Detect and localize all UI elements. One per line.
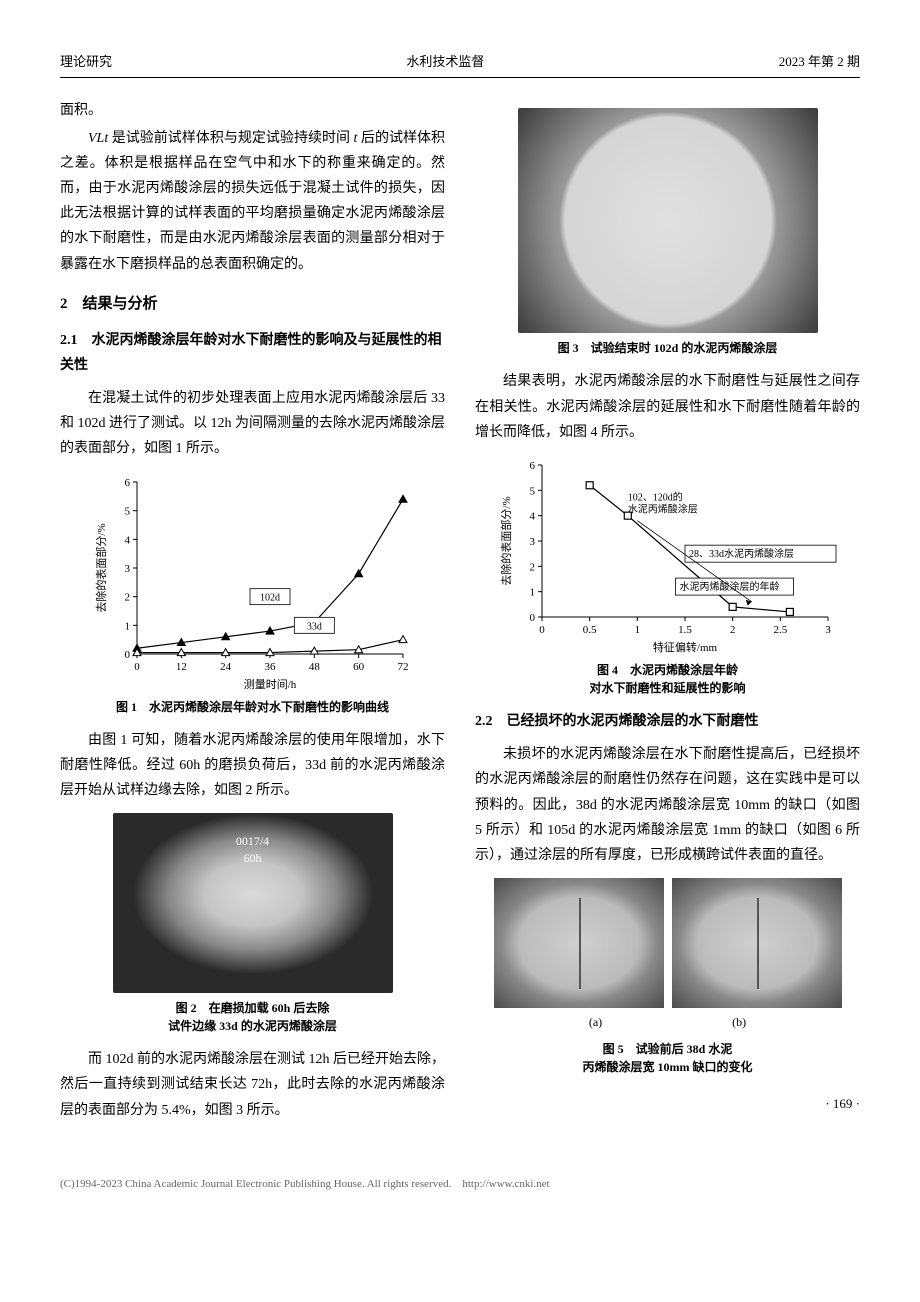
page-number: · 169 · — [475, 1092, 860, 1115]
svg-text:0: 0 — [134, 661, 140, 673]
figure-5a-photo — [494, 878, 664, 1008]
para-5: 而 102d 前的水泥丙烯酸涂层在测试 12h 后已经开始去除，然后一直持续到测… — [60, 1047, 445, 1123]
figure-1-caption: 图 1 水泥丙烯酸涂层年龄对水下耐磨性的影响曲线 — [60, 698, 445, 716]
header-center: 水利技术监督 — [406, 50, 484, 73]
footer-text: (C)1994-2023 China Academic Journal Elec… — [60, 1175, 860, 1195]
svg-text:3: 3 — [124, 563, 130, 575]
svg-text:2.5: 2.5 — [773, 624, 787, 636]
svg-text:0: 0 — [539, 624, 545, 636]
svg-text:24: 24 — [220, 661, 232, 673]
svg-text:1: 1 — [124, 620, 130, 632]
left-column: 面积。 VLt 是试验前试样体积与规定试验持续时间 t 后的试样体积之差。体积是… — [60, 98, 445, 1124]
svg-text:测量时间/h: 测量时间/h — [243, 678, 296, 691]
svg-text:48: 48 — [308, 661, 320, 673]
para-6: 结果表明，水泥丙烯酸涂层的水下耐磨性与延展性之间存在相关性。水泥丙烯酸涂层的延展… — [475, 369, 860, 445]
header-left: 理论研究 — [60, 50, 112, 73]
figure-1-chart: 01224364860720123456测量时间/h去除的表面部分/%102d3… — [93, 472, 413, 692]
right-column: 图 3 试验结束时 102d 的水泥丙烯酸涂层 结果表明，水泥丙烯酸涂层的水下耐… — [475, 98, 860, 1124]
svg-text:1: 1 — [634, 624, 640, 636]
subsection-2-2-title: 2.2 已经损坏的水泥丙烯酸涂层的水下耐磨性 — [475, 709, 860, 734]
svg-text:去除的表面部分/%: 去除的表面部分/% — [94, 523, 108, 612]
svg-text:36: 36 — [264, 661, 276, 673]
figure-2-photo: 0017/4 60h — [113, 813, 393, 993]
para-1: 面积。 — [60, 98, 445, 123]
svg-text:6: 6 — [124, 477, 130, 489]
svg-text:水泥丙烯酸涂层: 水泥丙烯酸涂层 — [627, 502, 697, 515]
svg-text:60: 60 — [353, 661, 365, 673]
figure-5-sublabels: (a) (b) — [475, 1012, 860, 1034]
svg-text:33d: 33d — [306, 621, 321, 632]
figure-5-caption: 图 5 试验前后 38d 水泥 丙烯酸涂层宽 10mm 缺口的变化 — [475, 1040, 860, 1076]
svg-text:2: 2 — [729, 624, 735, 636]
svg-text:去除的表面部分/%: 去除的表面部分/% — [499, 496, 513, 585]
svg-text:102d: 102d — [260, 592, 280, 603]
svg-text:4: 4 — [529, 511, 535, 523]
svg-text:2: 2 — [529, 561, 535, 573]
section-2-title: 2 结果与分析 — [60, 291, 445, 318]
svg-text:102、120d的: 102、120d的 — [627, 490, 682, 503]
subsection-2-1-title: 2.1 水泥丙烯酸涂层年龄对水下耐磨性的影响及与延展性的相关性 — [60, 328, 445, 378]
figure-2-overlay: 0017/4 60h — [236, 833, 269, 867]
para-7: 未损坏的水泥丙烯酸涂层在水下耐磨性提高后，已经损坏的水泥丙烯酸涂层的耐磨性仍然存… — [475, 742, 860, 868]
svg-text:特征偏转/mm: 特征偏转/mm — [652, 640, 717, 654]
svg-text:1.5: 1.5 — [678, 624, 692, 636]
svg-text:0: 0 — [124, 649, 130, 661]
svg-text:2: 2 — [124, 591, 130, 603]
svg-text:28、33d水泥丙烯酸涂层: 28、33d水泥丙烯酸涂层 — [689, 547, 794, 560]
var-vlt: VLt — [88, 131, 108, 146]
svg-text:1: 1 — [529, 587, 535, 599]
figure-2-caption: 图 2 在磨损加载 60h 后去除 试件边缘 33d 的水泥丙烯酸涂层 — [60, 999, 445, 1035]
figure-4-chart: 0 0.5 1 1.5 2 2.5 3 0 1 2 3 4 5 6 特征偏转/mm 去除的表面部分/% 102、… — [498, 455, 838, 655]
svg-text:6: 6 — [529, 460, 535, 472]
figure-5b-photo — [672, 878, 842, 1008]
figure-3-caption: 图 3 试验结束时 102d 的水泥丙烯酸涂层 — [475, 339, 860, 357]
svg-text:水泥丙烯酸涂层的年龄: 水泥丙烯酸涂层的年龄 — [679, 580, 779, 593]
page-header: 理论研究 水利技术监督 2023 年第 2 期 — [60, 50, 860, 78]
para-4: 由图 1 可知，随着水泥丙烯酸涂层的使用年限增加，水下耐磨性降低。经过 60h … — [60, 728, 445, 804]
svg-text:0.5: 0.5 — [582, 624, 596, 636]
svg-text:5: 5 — [124, 505, 130, 517]
svg-text:3: 3 — [825, 624, 831, 636]
svg-text:12: 12 — [175, 661, 186, 673]
svg-text:5: 5 — [529, 485, 535, 497]
svg-text:0: 0 — [529, 612, 535, 624]
header-right: 2023 年第 2 期 — [779, 50, 860, 73]
para-2: VLt 是试验前试样体积与规定试验持续时间 t 后的试样体积之差。体积是根据样品… — [60, 126, 445, 277]
para-3: 在混凝土试件的初步处理表面上应用水泥丙烯酸涂层后 33 和 102d 进行了测试… — [60, 386, 445, 462]
svg-text:3: 3 — [529, 536, 535, 548]
figure-4-caption: 图 4 水泥丙烯酸涂层年龄 对水下耐磨性和延展性的影响 — [475, 661, 860, 697]
figure-3-photo — [518, 108, 818, 333]
two-column-layout: 面积。 VLt 是试验前试样体积与规定试验持续时间 t 后的试样体积之差。体积是… — [60, 98, 860, 1124]
svg-text:4: 4 — [124, 534, 130, 546]
svg-text:72: 72 — [397, 661, 408, 673]
figure-5-photos — [475, 878, 860, 1008]
